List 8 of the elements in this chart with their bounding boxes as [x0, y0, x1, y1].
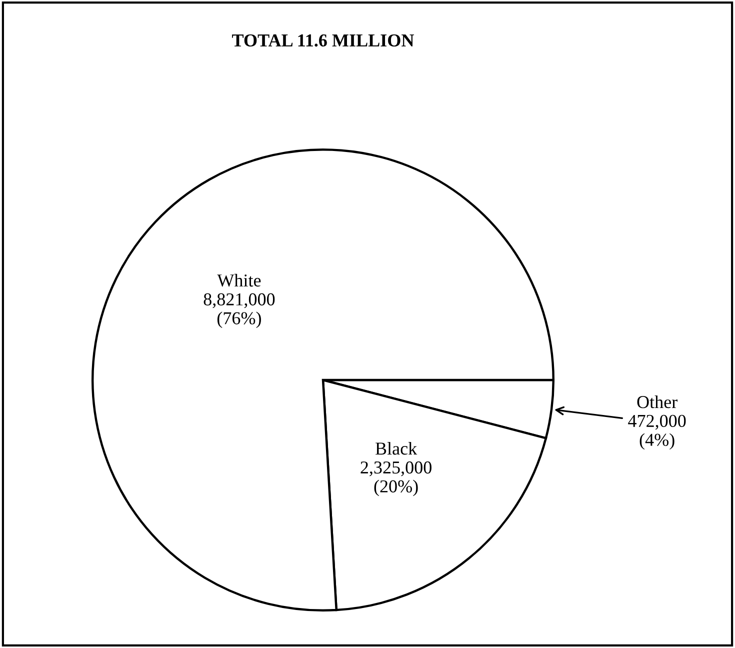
data-label: 2,325,000 (20%): [360, 461, 432, 496]
slice-label: White: [217, 274, 261, 287]
pie-slice: [92, 148, 554, 612]
data-label: 8,821,000 (76%): [204, 293, 275, 328]
data-label: 472,000 (4%): [628, 414, 686, 450]
slice-label: Other: [637, 395, 678, 408]
chart-title: TOTAL 11.6 MILLION: [232, 34, 414, 47]
slice-label: Black: [376, 442, 418, 455]
